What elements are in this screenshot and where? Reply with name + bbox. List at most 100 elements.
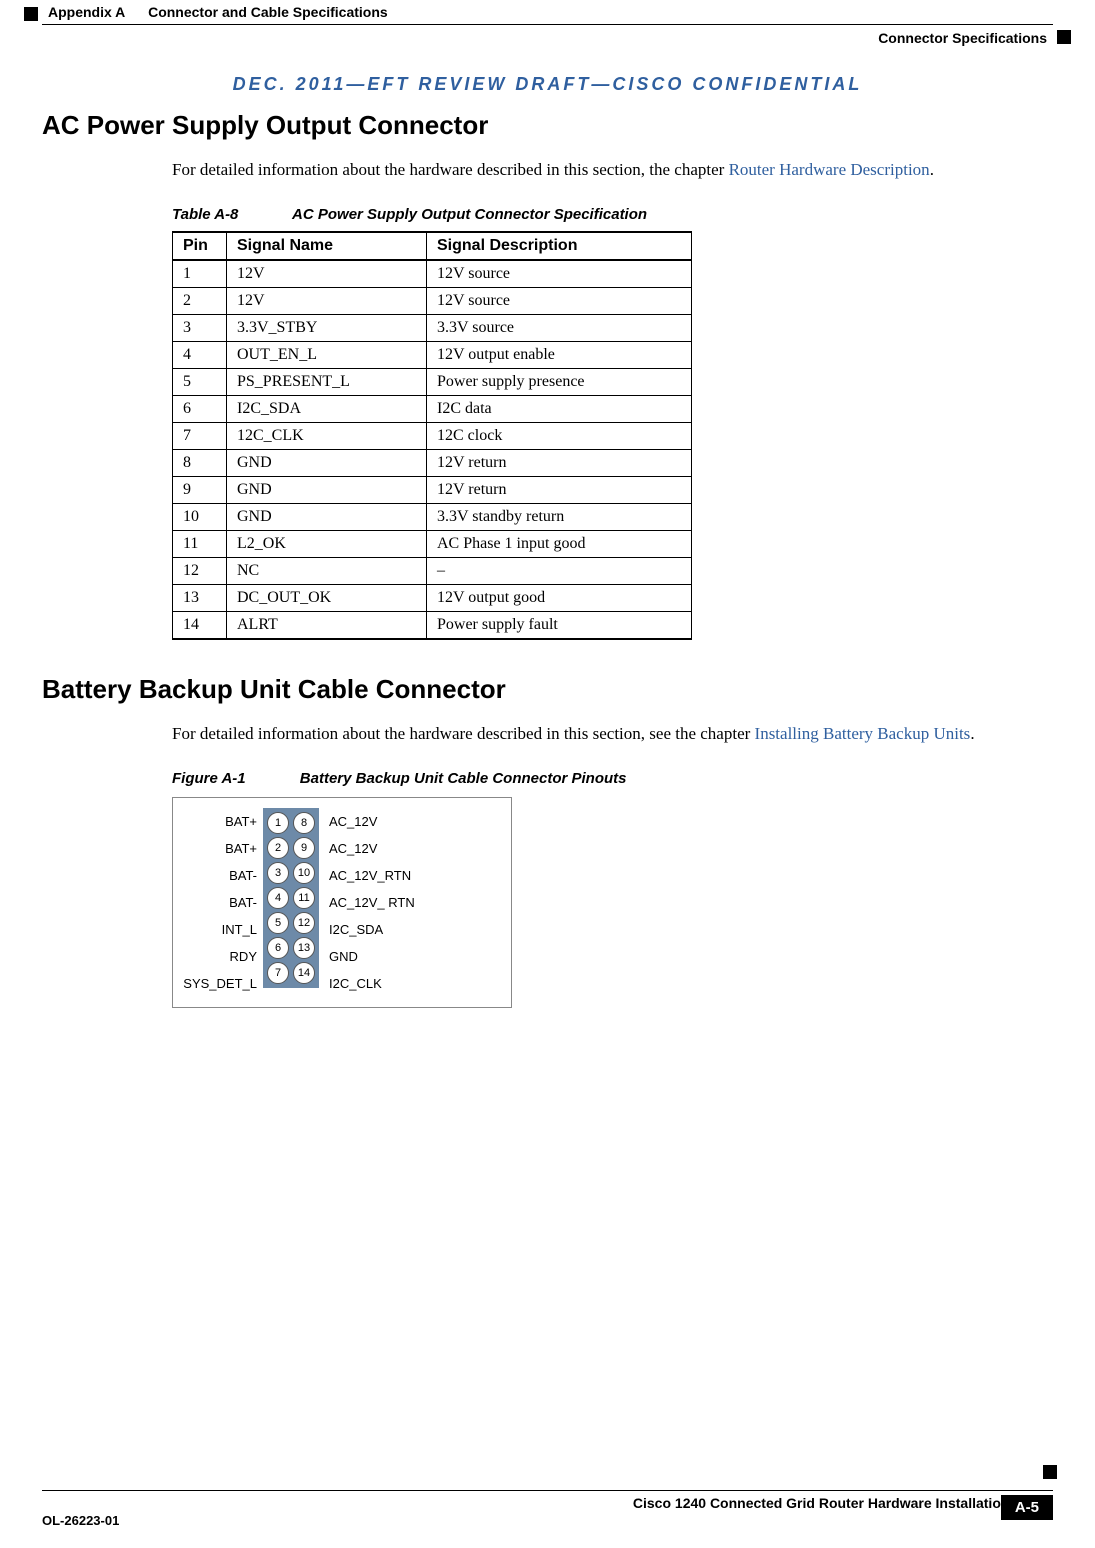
table-cell: OUT_EN_L [227,341,427,368]
pin-circle: 9 [293,837,315,859]
pin-left-label: SYS_DET_L [179,970,263,997]
section2-intro: For detailed information about the hardw… [172,723,1053,746]
section1-heading: AC Power Supply Output Connector [42,110,1053,141]
table-cell: 10 [173,503,227,530]
table-cell: DC_OUT_OK [227,584,427,611]
table-row: 712C_CLK12C clock [173,422,692,449]
intro-text-post: . [930,160,934,179]
pin-circle: 5 [267,912,289,934]
table-cell: 12 [173,557,227,584]
table-row: 11L2_OKAC Phase 1 input good [173,530,692,557]
table-cell: 3.3V standby return [427,503,692,530]
pin-left-label: BAT+ [179,835,263,862]
pin-circle: 7 [267,962,289,984]
appendix-label: Appendix A [48,4,125,20]
pin-pair: 18 [267,812,315,834]
col-signal-name: Signal Name [227,232,427,260]
document-number: OL-26223-01 [42,1513,119,1528]
table-cell: I2C_SDA [227,395,427,422]
page-number-badge: A-5 [1001,1495,1053,1520]
section1-intro: For detailed information about the hardw… [172,159,1053,182]
table-cell: 8 [173,449,227,476]
header-rule [42,24,1053,25]
pin-circle: 2 [267,837,289,859]
header-right-marker [1057,30,1071,44]
table-caption: Table A-8 AC Power Supply Output Connect… [172,206,1053,223]
table-row: 10GND3.3V standby return [173,503,692,530]
table-cell: NC [227,557,427,584]
table-cell: 12V return [427,449,692,476]
pin-right-label: AC_12V [319,808,415,835]
pin-right-label: AC_12V_RTN [319,862,415,889]
pin-left-label: INT_L [179,916,263,943]
table-cell: 5 [173,368,227,395]
table-cell: PS_PRESENT_L [227,368,427,395]
table-cell: 12V return [427,476,692,503]
intro2-text-post: . [970,724,974,743]
table-cell: – [427,557,692,584]
intro2-text-pre: For detailed information about the hardw… [172,724,755,743]
confidential-banner: DEC. 2011—EFT REVIEW DRAFT—CISCO CONFIDE… [0,74,1095,95]
header-marker [24,7,38,21]
pin-right-label: I2C_SDA [319,916,415,943]
intro-text-pre: For detailed information about the hardw… [172,160,729,179]
table-number: Table A-8 [172,206,238,223]
table-cell: 12V source [427,260,692,288]
spec-table: Pin Signal Name Signal Description 112V1… [172,231,692,640]
table-cell: 12C_CLK [227,422,427,449]
figure-caption: Figure A-1 Battery Backup Unit Cable Con… [172,770,1053,787]
table-row: 33.3V_STBY3.3V source [173,314,692,341]
pin-right-label: I2C_CLK [319,970,415,997]
pin-circle: 8 [293,812,315,834]
pin-pair: 714 [267,962,315,984]
pin-circle: 13 [293,937,315,959]
router-hardware-link[interactable]: Router Hardware Description [729,160,930,179]
table-cell: GND [227,449,427,476]
table-cell: 6 [173,395,227,422]
table-cell: AC Phase 1 input good [427,530,692,557]
table-cell: 12V output enable [427,341,692,368]
pin-circle: 6 [267,937,289,959]
page-footer: Cisco 1240 Connected Grid Router Hardwar… [42,1490,1053,1529]
table-row: 12NC– [173,557,692,584]
table-cell: 12V [227,287,427,314]
pin-left-label: BAT+ [179,808,263,835]
pin-left-label: RDY [179,943,263,970]
pinout-figure: BAT+BAT+BAT-BAT-INT_LRDYSYS_DET_L 182931… [172,797,512,1008]
table-cell: 12V source [427,287,692,314]
pin-right-label: AC_12V_ RTN [319,889,415,916]
pin-pair: 411 [267,887,315,909]
table-cell: Power supply presence [427,368,692,395]
table-title: AC Power Supply Output Connector Specifi… [292,206,647,223]
table-row: 14ALRTPower supply fault [173,611,692,639]
pin-circle: 11 [293,887,315,909]
col-signal-desc: Signal Description [427,232,692,260]
table-cell: GND [227,476,427,503]
pin-left-label: BAT- [179,862,263,889]
table-row: 4OUT_EN_L12V output enable [173,341,692,368]
pin-circle: 10 [293,862,315,884]
pin-left-label: BAT- [179,889,263,916]
pin-circle: 1 [267,812,289,834]
pin-right-label: AC_12V [319,835,415,862]
header-text-row: Appendix A Connector and Cable Specifica… [48,4,1047,20]
table-header-row: Pin Signal Name Signal Description [173,232,692,260]
table-cell: 2 [173,287,227,314]
pin-circle: 14 [293,962,315,984]
table-cell: 3 [173,314,227,341]
table-cell: Power supply fault [427,611,692,639]
battery-backup-link[interactable]: Installing Battery Backup Units [755,724,971,743]
table-row: 13DC_OUT_OK12V output good [173,584,692,611]
footer-rule [42,1490,1053,1492]
table-cell: 14 [173,611,227,639]
table-cell: ALRT [227,611,427,639]
chapter-title: Connector and Cable Specifications [148,4,388,20]
pin-circle: 4 [267,887,289,909]
table-cell: 7 [173,422,227,449]
col-pin: Pin [173,232,227,260]
pin-circle: 3 [267,862,289,884]
table-cell: 12C clock [427,422,692,449]
table-cell: I2C data [427,395,692,422]
table-row: 5PS_PRESENT_LPower supply presence [173,368,692,395]
guide-title: Cisco 1240 Connected Grid Router Hardwar… [42,1495,1053,1511]
